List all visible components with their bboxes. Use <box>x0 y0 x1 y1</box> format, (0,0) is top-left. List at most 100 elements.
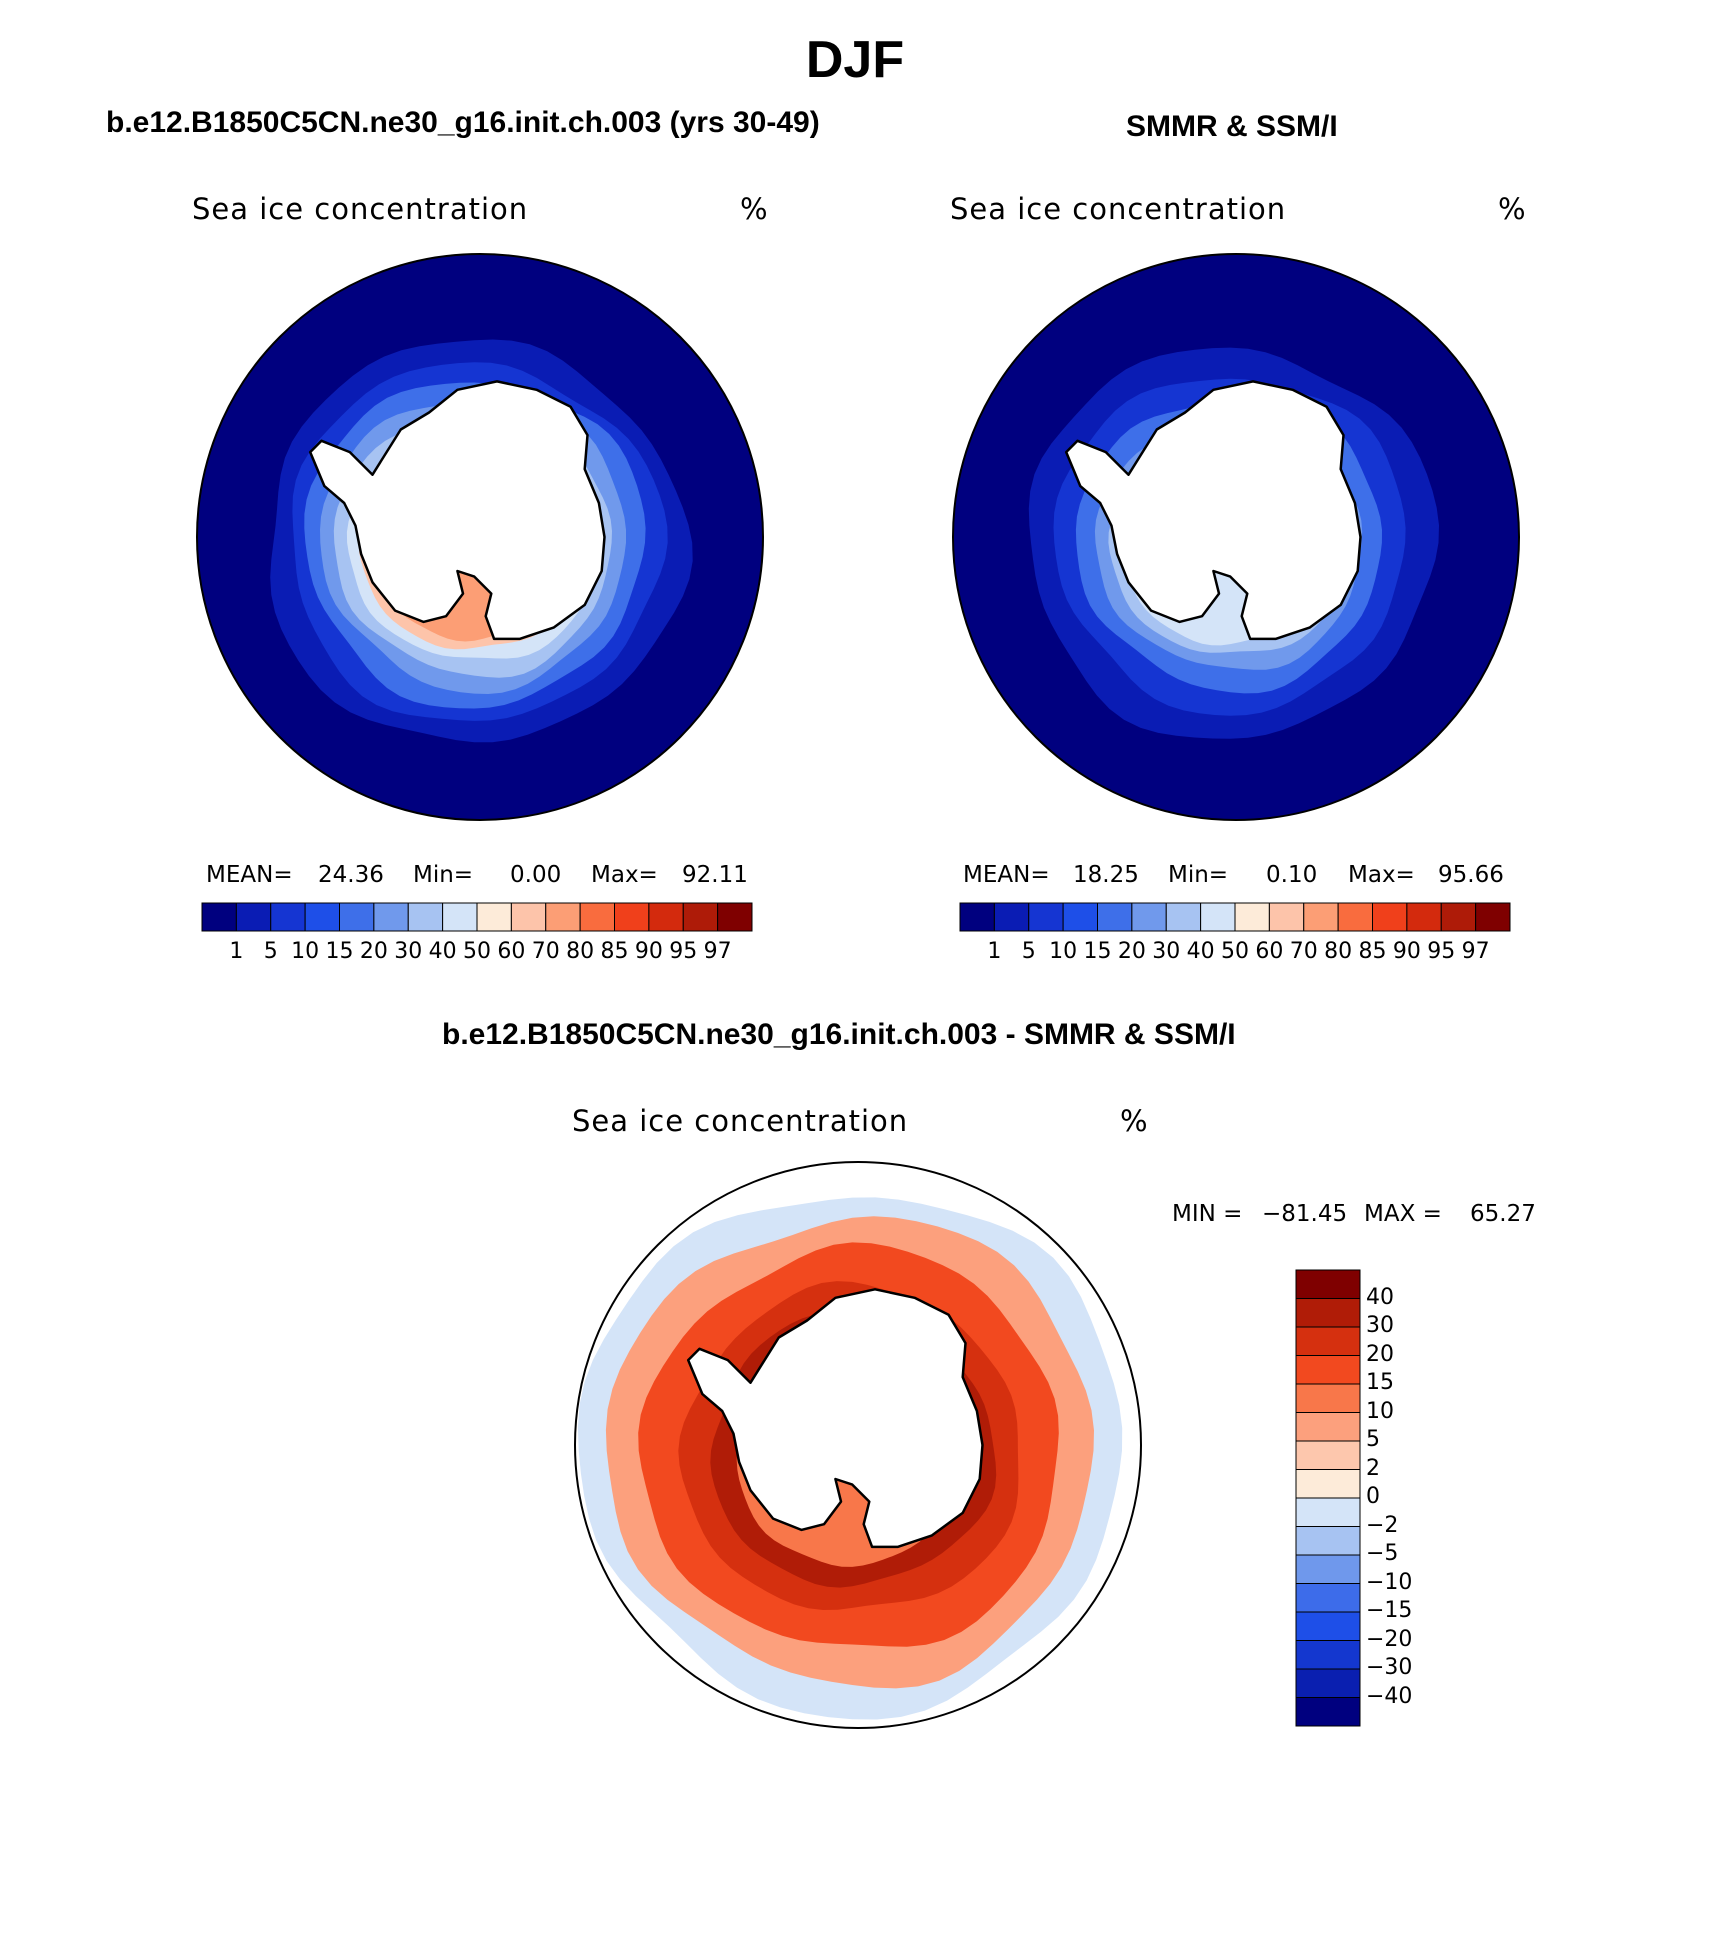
colorbar-1-box <box>717 902 753 932</box>
panel-1-min-label: Min= <box>413 862 474 888</box>
panel-3-max-value: 65.27 <box>1470 1201 1536 1227</box>
colorbar-1-box <box>201 902 237 932</box>
colorbar-1-box <box>476 902 512 932</box>
panel-1-mean-value: 24.36 <box>318 862 384 888</box>
polar-map-1 <box>196 253 764 821</box>
colorbar-1-box <box>682 902 719 932</box>
colorbar-1-tick-label: 70 <box>531 939 560 964</box>
polar-map-2 <box>952 253 1520 821</box>
colorbar-1-box <box>648 902 684 932</box>
panel-1-max-label: Max= <box>591 862 658 888</box>
colorbar-2-box <box>1440 902 1477 932</box>
colorbar-1-box <box>304 902 340 932</box>
colorbar-3-box <box>1295 1298 1361 1328</box>
colorbar-2-box <box>1200 902 1236 932</box>
colorbar-1-box <box>407 902 444 932</box>
map-2-antarctica-outline <box>1064 380 1362 641</box>
colorbar-2-tick-label: 15 <box>1083 939 1112 964</box>
colorbar-3-box <box>1295 1583 1361 1613</box>
colorbar-3-tick-label: 2 <box>1366 1455 1380 1481</box>
colorbar-3-box <box>1295 1326 1361 1356</box>
colorbar-2-box <box>1097 902 1133 932</box>
colorbar-2-tick-label: 1 <box>987 939 1002 964</box>
colorbar-1-box <box>579 902 615 932</box>
colorbar-2-box <box>1268 902 1305 932</box>
colorbar-2 <box>959 902 1511 932</box>
colorbar-2-tick-label: 50 <box>1221 939 1249 964</box>
colorbar-3-box <box>1295 1668 1361 1698</box>
colorbar-1-box <box>510 902 547 932</box>
map-1-boundary <box>196 253 764 821</box>
map-3-boundary <box>574 1161 1142 1729</box>
colorbar-1-box <box>339 902 375 932</box>
colorbar-1 <box>201 902 753 932</box>
colorbar-1-box <box>545 902 581 932</box>
map-3-antarctica-outline <box>686 1288 984 1549</box>
panel-3-field-label: Sea ice concentration <box>572 1104 909 1138</box>
colorbar-2-tick-label: 90 <box>1392 939 1421 964</box>
panel-3-max-label: MAX = <box>1364 1201 1442 1227</box>
panel-2-max-value: 95.66 <box>1438 862 1504 888</box>
colorbar-3-tick-label: 5 <box>1366 1427 1380 1452</box>
colorbar-2-tick-label: 60 <box>1255 939 1284 964</box>
panel-2-title: SMMR & SSM/I <box>1126 110 1338 143</box>
colorbar-3-tick-label: −10 <box>1366 1569 1413 1595</box>
colorbar-1-tick-label: 97 <box>703 939 732 964</box>
panel-1-mean-label: MEAN= <box>206 862 293 888</box>
colorbar-2-box <box>1028 902 1064 932</box>
colorbar-3-tick-label: −20 <box>1366 1626 1413 1652</box>
map-1-antarctica-outline <box>308 380 606 641</box>
panel-3-min-value: −81.45 <box>1262 1201 1348 1227</box>
panel-1-title: b.e12.B1850C5CN.ne30_g16.init.ch.003 (yr… <box>106 106 820 139</box>
colorbar-2-tick-label: 10 <box>1049 939 1078 964</box>
colorbar-2-tick-label: 5 <box>1021 939 1036 964</box>
colorbar-3-box <box>1295 1640 1361 1670</box>
colorbar-3-box <box>1295 1383 1361 1413</box>
panel-2-min-label: Min= <box>1168 862 1229 888</box>
colorbar-2-box <box>1372 902 1408 932</box>
colorbar-2-tick-label: 70 <box>1289 939 1318 964</box>
colorbar-3 <box>1295 1269 1361 1727</box>
colorbar-1-tick-label: 30 <box>394 939 423 964</box>
colorbar-2-box <box>1131 902 1167 932</box>
colorbar-1-tick-label: 60 <box>497 939 526 964</box>
colorbar-2-box <box>959 902 995 932</box>
colorbar-3-box <box>1295 1497 1361 1527</box>
colorbar-3-box <box>1295 1697 1361 1727</box>
colorbar-2-tick-label: 97 <box>1461 939 1490 964</box>
panel-2-max-label: Max= <box>1348 862 1415 888</box>
colorbar-2-box <box>993 902 1030 932</box>
colorbar-2-box <box>1165 902 1202 932</box>
panel-2-mean-value: 18.25 <box>1073 862 1139 888</box>
colorbar-1-box <box>614 902 650 932</box>
colorbar-1-tick-label: 85 <box>600 939 629 964</box>
panel-3-min-label: MIN = <box>1172 1201 1243 1227</box>
colorbar-3-tick-label: 10 <box>1366 1398 1394 1424</box>
colorbar-2-box <box>1337 902 1373 932</box>
colorbar-1-tick-label: 40 <box>428 939 457 964</box>
colorbar-1-tick-label: 50 <box>463 939 491 964</box>
colorbar-3-tick-label: −40 <box>1366 1683 1413 1709</box>
colorbar-3-tick-label: −30 <box>1366 1655 1413 1680</box>
colorbar-3-tick-label: 40 <box>1366 1284 1394 1310</box>
colorbar-3-tick-label: 0 <box>1366 1484 1380 1509</box>
colorbar-2-box <box>1406 902 1442 932</box>
colorbar-1-tick-label: 5 <box>263 939 278 964</box>
panel-2-mean-label: MEAN= <box>963 862 1050 888</box>
panel-2-units: % <box>1498 192 1527 226</box>
colorbar-1-tick-label: 90 <box>634 939 663 964</box>
colorbar-2-tick-label: 80 <box>1324 939 1353 964</box>
panel-3-title: b.e12.B1850C5CN.ne30_g16.init.ch.003 - S… <box>442 1018 1236 1051</box>
colorbar-2-tick-label: 85 <box>1358 939 1387 964</box>
colorbar-3-box <box>1295 1526 1361 1556</box>
colorbar-2-tick-label: 30 <box>1152 939 1181 964</box>
colorbar-3-tick-label: 15 <box>1366 1370 1394 1395</box>
polar-map-3 <box>574 1161 1142 1729</box>
colorbar-2-box <box>1303 902 1339 932</box>
colorbar-1-box <box>442 902 478 932</box>
colorbar-3-tick-label: −15 <box>1366 1598 1413 1623</box>
colorbar-1-box <box>270 902 306 932</box>
colorbar-1-box <box>235 902 272 932</box>
colorbar-3-box <box>1295 1355 1361 1385</box>
